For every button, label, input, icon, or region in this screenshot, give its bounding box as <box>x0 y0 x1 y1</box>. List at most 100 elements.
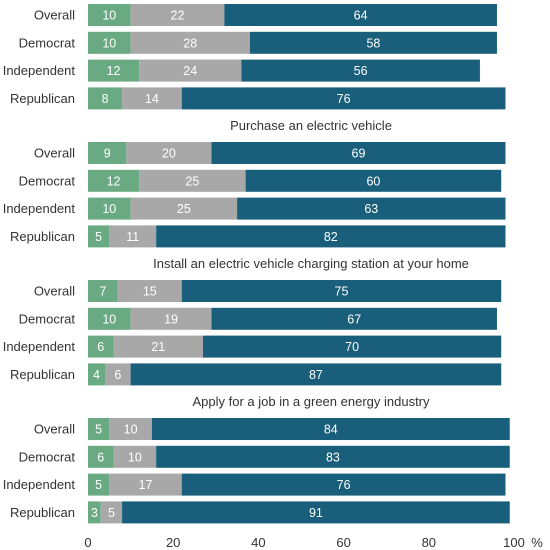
data-label: 75 <box>335 285 349 299</box>
data-label: 91 <box>309 506 323 520</box>
bar-segment-3 <box>249 31 497 54</box>
data-label: 7 <box>99 285 106 299</box>
category-label: Democrat <box>19 449 76 464</box>
bar-segment-3 <box>211 307 497 330</box>
bar-segment-2 <box>139 59 242 82</box>
bar-segment-2 <box>109 473 182 496</box>
bar-segment-1 <box>88 473 110 496</box>
data-label: 70 <box>345 340 359 354</box>
x-tick-label: 60 <box>336 535 350 550</box>
bar-segment-2 <box>100 501 123 524</box>
bar-segment-1 <box>88 418 110 440</box>
panel-title: Apply for a job in a green energy indust… <box>192 394 430 409</box>
category-label: Independent <box>3 63 76 78</box>
data-label: 12 <box>107 174 121 188</box>
data-label: 6 <box>114 368 121 382</box>
data-label: 4 <box>93 368 100 382</box>
x-unit-label: % <box>531 535 543 550</box>
data-label: 28 <box>183 36 197 50</box>
data-label: 5 <box>95 478 102 492</box>
bar-segment-2 <box>109 225 157 248</box>
data-label: 12 <box>107 64 121 78</box>
bar-segment-2 <box>113 445 157 468</box>
data-label: 67 <box>347 312 361 326</box>
bar-segment-3 <box>130 363 502 386</box>
bar-segment-2 <box>139 169 246 192</box>
category-label: Democrat <box>19 173 76 188</box>
data-label: 82 <box>324 230 338 244</box>
bar-segment-1 <box>88 225 110 248</box>
bar-segment-1 <box>88 142 127 164</box>
x-tick-label: 40 <box>251 535 265 550</box>
data-label: 21 <box>151 340 165 354</box>
category-label: Overall <box>34 146 75 161</box>
data-label: 19 <box>164 312 178 326</box>
data-label: 24 <box>183 64 197 78</box>
bar-segment-1 <box>88 59 140 82</box>
bar-segment-3 <box>237 197 506 220</box>
bar-segment-2 <box>117 280 182 302</box>
data-label: 14 <box>145 92 159 106</box>
data-label: 11 <box>126 230 139 244</box>
category-label: Republican <box>10 91 75 106</box>
data-label: 10 <box>124 423 138 437</box>
category-label: Overall <box>34 8 75 23</box>
data-label: 10 <box>102 202 116 216</box>
bar-segment-3 <box>122 501 510 524</box>
bar-segment-1 <box>88 501 101 524</box>
bar-segment-1 <box>88 4 131 26</box>
x-tick-label: 0 <box>84 535 91 550</box>
data-label: 87 <box>309 368 323 382</box>
bar-segment-3 <box>203 335 502 358</box>
data-label: 56 <box>354 64 368 78</box>
panel-title: Purchase an electric vehicle <box>230 118 392 133</box>
bar-segment-2 <box>113 335 204 358</box>
data-label: 3 <box>91 506 98 520</box>
data-label: 63 <box>364 202 378 216</box>
data-label: 69 <box>352 147 366 161</box>
bar-segment-1 <box>88 197 131 220</box>
category-label: Republican <box>10 367 75 382</box>
data-label: 76 <box>337 478 351 492</box>
category-label: Independent <box>3 339 76 354</box>
category-label: Overall <box>34 422 75 437</box>
category-label: Republican <box>10 505 75 520</box>
data-label: 6 <box>97 340 104 354</box>
bar-segment-3 <box>245 169 502 192</box>
data-label: 60 <box>366 174 380 188</box>
bar-segment-2 <box>130 197 238 220</box>
data-label: 15 <box>143 285 157 299</box>
category-label: Independent <box>3 201 76 216</box>
data-label: 10 <box>102 9 116 23</box>
bar-segment-3 <box>181 280 502 302</box>
data-label: 64 <box>354 9 368 23</box>
data-label: 25 <box>177 202 191 216</box>
data-label: 20 <box>162 147 176 161</box>
bar-segment-2 <box>122 87 182 110</box>
bar-segment-2 <box>130 307 212 330</box>
bar-segment-2 <box>130 31 250 54</box>
data-label: 10 <box>128 450 142 464</box>
bar-segment-3 <box>181 87 506 110</box>
data-label: 9 <box>104 147 111 161</box>
data-label: 25 <box>185 174 199 188</box>
category-label: Republican <box>10 229 75 244</box>
bar-segment-3 <box>181 473 506 496</box>
bar-segment-3 <box>241 59 480 82</box>
bar-segment-3 <box>224 4 497 26</box>
bar-segment-1 <box>88 307 131 330</box>
category-label: Democrat <box>19 311 76 326</box>
category-label: Overall <box>34 284 75 299</box>
bar-segment-1 <box>88 335 114 358</box>
data-label: 58 <box>366 36 380 50</box>
data-label: 5 <box>95 423 102 437</box>
bar-segment-1 <box>88 280 118 302</box>
data-label: 10 <box>102 312 116 326</box>
data-label: 84 <box>324 423 338 437</box>
x-tick-label: 80 <box>422 535 436 550</box>
bar-segment-3 <box>156 225 506 248</box>
x-tick-label: 100 <box>503 535 525 550</box>
bar-segment-1 <box>88 445 114 468</box>
data-label: 5 <box>95 230 102 244</box>
